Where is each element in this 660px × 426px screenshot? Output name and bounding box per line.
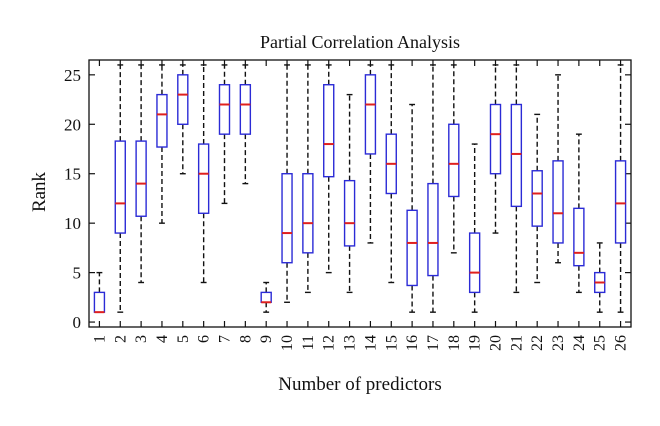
box-iqr	[239, 84, 252, 135]
box-iqr	[427, 182, 439, 277]
x-tick-label: 16	[404, 335, 421, 351]
x-tick-label: 21	[508, 335, 525, 351]
box-iqr	[343, 179, 356, 247]
y-tick-label: 15	[64, 165, 81, 184]
box-iqr	[573, 207, 585, 267]
x-tick-label: 11	[300, 335, 317, 350]
x-tick-label: 6	[196, 335, 213, 343]
box-iqr	[177, 74, 189, 125]
x-tick-label: 14	[362, 335, 379, 351]
x-tick-label: 23	[550, 335, 567, 351]
x-tick-label: 5	[175, 335, 192, 343]
x-tick-label: 26	[613, 335, 630, 351]
box-iqr	[406, 209, 418, 287]
x-tick-label: 13	[342, 335, 359, 351]
y-tick-label: 0	[73, 313, 82, 332]
x-tick-label: 19	[467, 335, 484, 351]
box-iqr	[468, 232, 481, 294]
box-iqr	[93, 291, 106, 313]
box-iqr	[302, 173, 314, 254]
box-iqr	[135, 140, 147, 217]
x-tick-label: 4	[154, 335, 171, 343]
x-tick-label: 9	[258, 335, 275, 343]
x-tick-label: 20	[488, 335, 505, 351]
box-iqr	[260, 291, 272, 303]
x-tick-label: 2	[112, 335, 129, 343]
box-iqr	[114, 140, 126, 234]
box-iqr	[510, 103, 523, 208]
x-tick-label: 15	[383, 335, 400, 351]
y-tick-label: 10	[64, 214, 81, 233]
box-iqr	[364, 74, 377, 155]
box-iqr	[531, 170, 543, 227]
x-tick-label: 8	[237, 335, 254, 343]
box-iqr	[323, 84, 335, 178]
x-axis-label: Number of predictors	[278, 374, 442, 395]
x-tick-label: 7	[217, 335, 234, 343]
x-tick-label: 1	[91, 335, 108, 343]
box-iqr	[552, 160, 564, 244]
y-axis-label: Rank	[29, 171, 50, 212]
x-tick-label: 25	[592, 335, 609, 351]
box-iqr	[156, 93, 168, 148]
plot-frame	[88, 59, 632, 328]
box-iqr	[218, 84, 231, 135]
box-iqr	[448, 123, 460, 198]
x-tick-label: 18	[446, 335, 463, 351]
y-tick-label: 25	[64, 66, 81, 85]
y-tick-label: 5	[73, 264, 82, 283]
y-tick-label: 20	[64, 115, 81, 134]
x-tick-label: 24	[571, 335, 588, 351]
x-tick-label: 12	[321, 335, 338, 351]
x-tick-label: 3	[133, 335, 150, 343]
box-iqr	[281, 173, 293, 264]
box-iqr	[489, 103, 502, 175]
x-tick-label: 17	[425, 335, 442, 351]
box-iqr	[197, 143, 210, 214]
x-tick-label: 10	[279, 335, 296, 351]
x-tick-label: 22	[529, 335, 546, 351]
box-iqr	[614, 160, 627, 244]
chart-title: Partial Correlation Analysis	[260, 32, 460, 52]
